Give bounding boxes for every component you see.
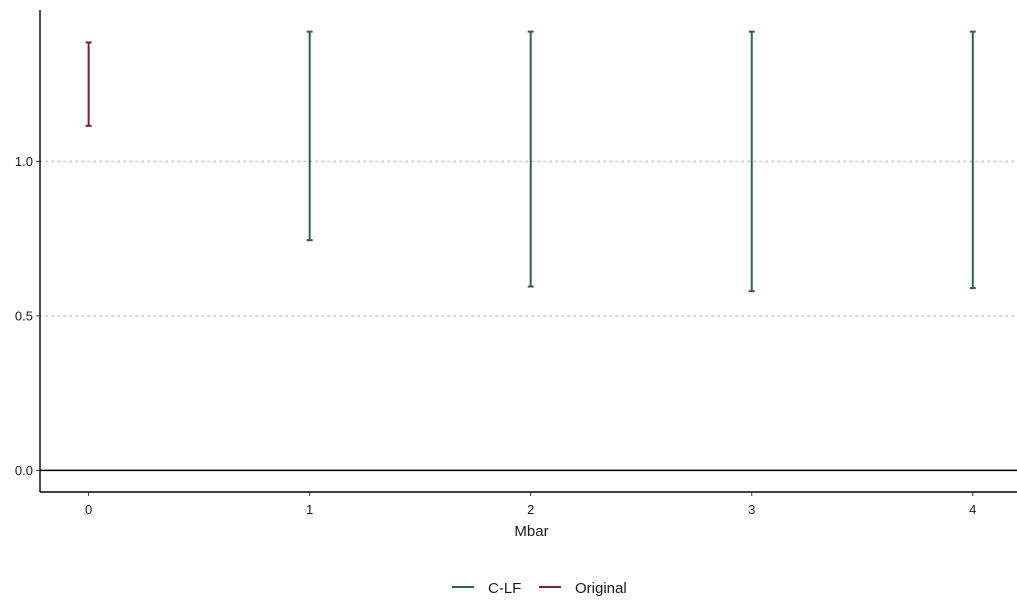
error-bar (85, 41, 92, 127)
y-tick-label: 0.5 (15, 308, 33, 323)
x-tick-label: 3 (748, 502, 755, 517)
legend-item: C-LF (452, 580, 521, 597)
y-axis-ticks: 0.0 0.5 1.0 (15, 154, 40, 478)
error-bar (306, 30, 313, 242)
error-bars (85, 30, 976, 293)
y-tick-label: 0.0 (15, 463, 33, 478)
y-tick-label: 1.0 (15, 154, 33, 169)
x-axis-title: Mbar (514, 523, 548, 540)
legend-item: Original (539, 580, 627, 597)
error-bar (969, 30, 976, 290)
axes (39, 10, 1017, 493)
x-tick-label: 2 (527, 502, 534, 517)
legend-label: Original (575, 580, 627, 597)
x-tick-label: 4 (969, 502, 976, 517)
legend: C-LF Original (452, 580, 627, 597)
error-bar (527, 30, 534, 288)
x-tick-label: 1 (306, 502, 313, 517)
grid-lines (39, 160, 1017, 317)
x-tick-label: 0 (85, 502, 92, 517)
x-axis-ticks: 0 1 2 3 4 (85, 492, 976, 517)
error-bar (748, 30, 755, 293)
legend-label: C-LF (488, 580, 521, 597)
